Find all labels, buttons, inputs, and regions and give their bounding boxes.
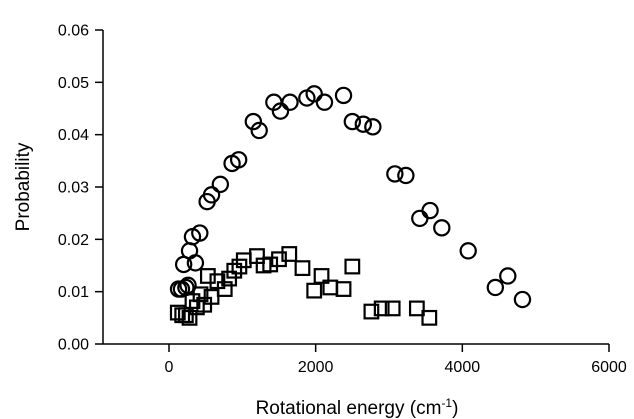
circle-point bbox=[244, 112, 263, 131]
series-squares bbox=[169, 246, 438, 326]
y-tick-label: 0.04 bbox=[58, 127, 89, 144]
circle-point bbox=[397, 166, 415, 185]
x-tick-label: 4000 bbox=[445, 359, 481, 376]
square-point bbox=[294, 260, 311, 277]
square-point bbox=[373, 300, 390, 317]
circle-point bbox=[281, 93, 299, 111]
x-axis-title: Rotational energy (cm-1) bbox=[256, 396, 459, 419]
square-point bbox=[313, 268, 330, 284]
square-point bbox=[363, 303, 380, 320]
square-point bbox=[384, 300, 401, 317]
square-point bbox=[192, 286, 209, 303]
circle-point bbox=[202, 186, 221, 204]
circle-point bbox=[186, 254, 205, 272]
circle-point bbox=[386, 165, 404, 183]
y-tick-label: 0.01 bbox=[58, 284, 89, 301]
square-point bbox=[281, 246, 298, 262]
circle-point bbox=[334, 86, 353, 105]
circle-point bbox=[343, 112, 362, 131]
square-point bbox=[271, 251, 287, 268]
x-tick-label: 6000 bbox=[591, 359, 627, 376]
x-ticks: 0 2000 4000 6000 bbox=[165, 344, 627, 376]
data-points bbox=[169, 85, 532, 326]
series-circles bbox=[169, 85, 532, 309]
circle-point bbox=[364, 118, 382, 136]
circle-point bbox=[315, 93, 334, 111]
square-point bbox=[408, 300, 425, 317]
x-axis-title-main: Rotational energy (cm bbox=[256, 398, 442, 419]
square-point bbox=[216, 281, 233, 297]
y-tick-label: 0.03 bbox=[58, 180, 89, 197]
y-tick-label: 0.06 bbox=[58, 23, 89, 40]
circle-point bbox=[305, 85, 323, 103]
circle-point bbox=[354, 115, 373, 133]
square-point bbox=[226, 262, 243, 279]
circle-point bbox=[433, 219, 451, 237]
circle-point bbox=[191, 224, 209, 242]
circle-point bbox=[271, 102, 290, 120]
x-tick-label: 2000 bbox=[298, 359, 334, 376]
circle-point bbox=[499, 267, 517, 285]
square-point bbox=[199, 268, 216, 284]
y-tick-label: 0.00 bbox=[58, 337, 89, 354]
circle-point bbox=[421, 201, 439, 220]
circle-point bbox=[513, 290, 532, 309]
y-tick-label: 0.05 bbox=[58, 75, 89, 92]
square-point bbox=[344, 258, 361, 275]
square-point bbox=[169, 304, 186, 321]
circle-point bbox=[486, 278, 505, 297]
circle-point bbox=[229, 151, 248, 169]
square-point bbox=[421, 309, 438, 326]
square-point bbox=[306, 282, 323, 299]
x-tick-label: 0 bbox=[165, 359, 174, 376]
y-axis-title: Probability bbox=[13, 142, 34, 231]
circle-point bbox=[411, 209, 429, 228]
circle-point bbox=[459, 242, 477, 260]
y-tick-label: 0.02 bbox=[58, 232, 89, 249]
square-point bbox=[335, 281, 352, 297]
circle-point bbox=[179, 276, 197, 295]
square-point bbox=[262, 256, 279, 273]
circle-point bbox=[250, 121, 268, 140]
x-axis-title-suffix: ) bbox=[452, 398, 458, 419]
y-ticks: 0.00 0.01 0.02 0.03 0.04 0.05 0.06 bbox=[58, 23, 103, 354]
x-axis-title-superscript: -1 bbox=[441, 396, 452, 410]
circle-point bbox=[211, 175, 230, 194]
